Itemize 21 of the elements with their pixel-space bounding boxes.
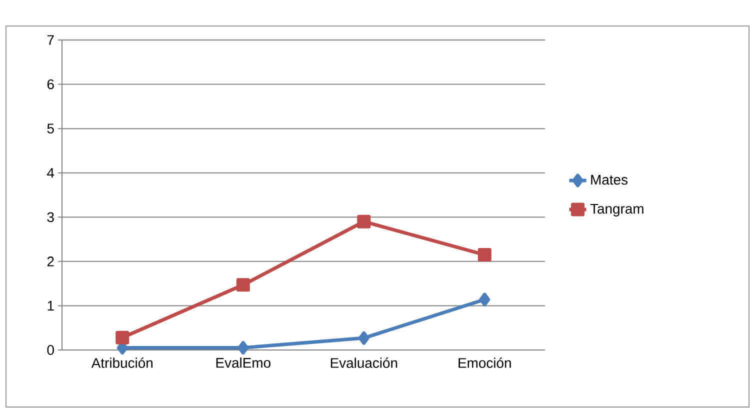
x-tick-label: Emoción — [458, 358, 511, 368]
x-tick-label: EvalEmo — [216, 358, 270, 368]
y-tick-label: 2 — [47, 256, 54, 266]
y-tick-label: 0 — [47, 345, 54, 355]
point — [479, 292, 490, 306]
y-tick-label: 4 — [47, 168, 54, 178]
legend-label: Tangram — [590, 204, 644, 216]
y-tick-label: 6 — [47, 79, 54, 90]
x-tick-label: Evaluación — [330, 358, 398, 368]
point — [236, 278, 250, 292]
y-tick-label: 3 — [47, 212, 54, 222]
y-tick-label: 7 — [47, 35, 54, 45]
point — [238, 341, 249, 355]
x-tick-label: Atribución — [91, 358, 152, 368]
point — [357, 214, 371, 228]
point — [358, 331, 370, 345]
y-tick-label: 5 — [47, 124, 54, 134]
point — [478, 248, 492, 262]
y-tick-label: 1 — [48, 300, 54, 311]
legend-label: Mates — [591, 174, 628, 185]
point — [116, 330, 130, 344]
